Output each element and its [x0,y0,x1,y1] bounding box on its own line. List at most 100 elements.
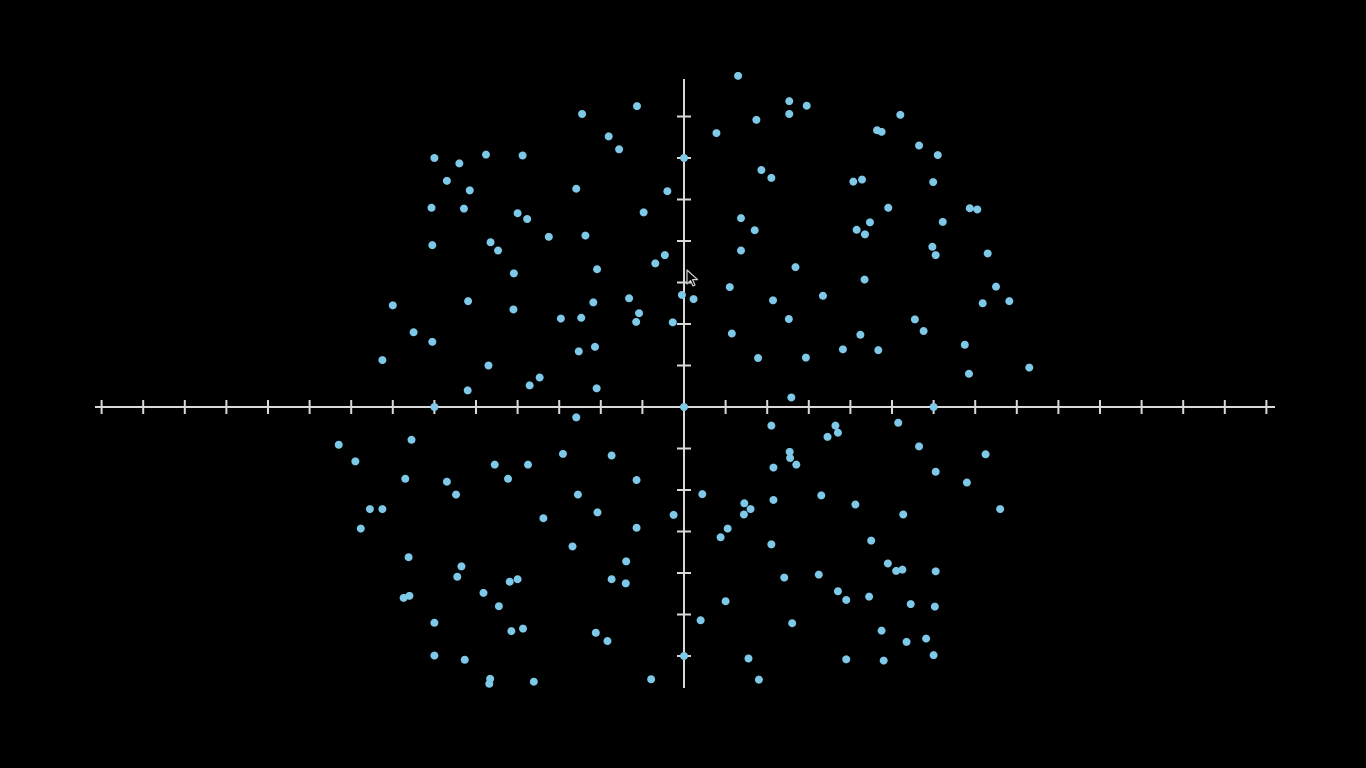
data-point [932,468,940,476]
data-point [482,151,490,159]
data-point [530,678,538,686]
data-point [992,283,1000,291]
data-point [461,656,469,664]
data-point [378,505,386,513]
data-point [680,154,688,162]
data-point [669,318,677,326]
data-point [335,441,343,449]
data-point [697,616,705,624]
data-point [430,652,438,660]
data-point [506,578,514,586]
data-point [410,328,418,336]
data-point [603,637,611,645]
data-point [663,187,671,195]
data-point [751,226,759,234]
data-point [894,419,902,427]
data-point [577,314,585,322]
data-point [661,251,669,259]
data-point [633,524,641,532]
data-point [922,635,930,643]
data-point [737,214,745,222]
data-point [961,341,969,349]
data-point [572,413,580,421]
data-point [907,600,915,608]
data-point [817,491,825,499]
data-point [495,602,503,610]
data-point [752,116,760,124]
data-point [523,215,531,223]
data-point [930,403,938,411]
data-point [479,589,487,597]
data-point [443,177,451,185]
data-point [853,226,861,234]
data-point [545,233,553,241]
data-point [427,204,435,212]
data-point [963,479,971,487]
data-point [858,176,866,184]
data-point [1005,297,1013,305]
axes-group [95,79,1275,688]
data-point [430,403,438,411]
data-point [911,315,919,323]
data-point [899,510,907,518]
data-point [632,318,640,326]
data-point [932,251,940,259]
data-point [514,575,522,583]
data-point [769,496,777,504]
data-point [831,422,839,430]
data-point [928,243,936,251]
data-point [873,126,881,134]
data-point [851,501,859,509]
data-point [494,247,502,255]
data-point [455,159,463,167]
data-point [519,152,527,160]
data-point [670,511,678,519]
data-point [884,559,892,567]
data-point [834,587,842,595]
data-point [519,625,527,633]
data-point [787,393,795,401]
data-point [785,97,793,105]
data-point [452,491,460,499]
data-point [651,259,659,267]
data-point [722,597,730,605]
data-point [802,354,810,362]
data-point [931,603,939,611]
data-point [767,540,775,548]
data-point [591,343,599,351]
data-point [934,151,942,159]
data-point [625,294,633,302]
data-point [378,356,386,364]
data-point [740,499,748,507]
data-point [460,205,468,213]
data-point [767,174,775,182]
data-point [464,297,472,305]
data-point [593,508,601,516]
data-point [979,299,987,307]
data-point [678,291,686,299]
data-point [898,566,906,574]
data-point [915,442,923,450]
data-point [351,457,359,465]
data-point [572,185,580,193]
data-point [984,249,992,257]
data-point [780,574,788,582]
data-point [842,596,850,604]
data-point [581,232,589,240]
data-point [769,464,777,472]
data-point [526,381,534,389]
data-point [849,178,857,186]
data-point [366,505,374,513]
data-point [575,347,583,355]
data-point [408,436,416,444]
data-point [539,514,547,522]
data-point [401,475,409,483]
data-point [915,142,923,150]
data-point [487,238,495,246]
data-point [428,241,436,249]
data-point [767,422,775,430]
data-point [903,638,911,646]
data-point [824,433,832,441]
